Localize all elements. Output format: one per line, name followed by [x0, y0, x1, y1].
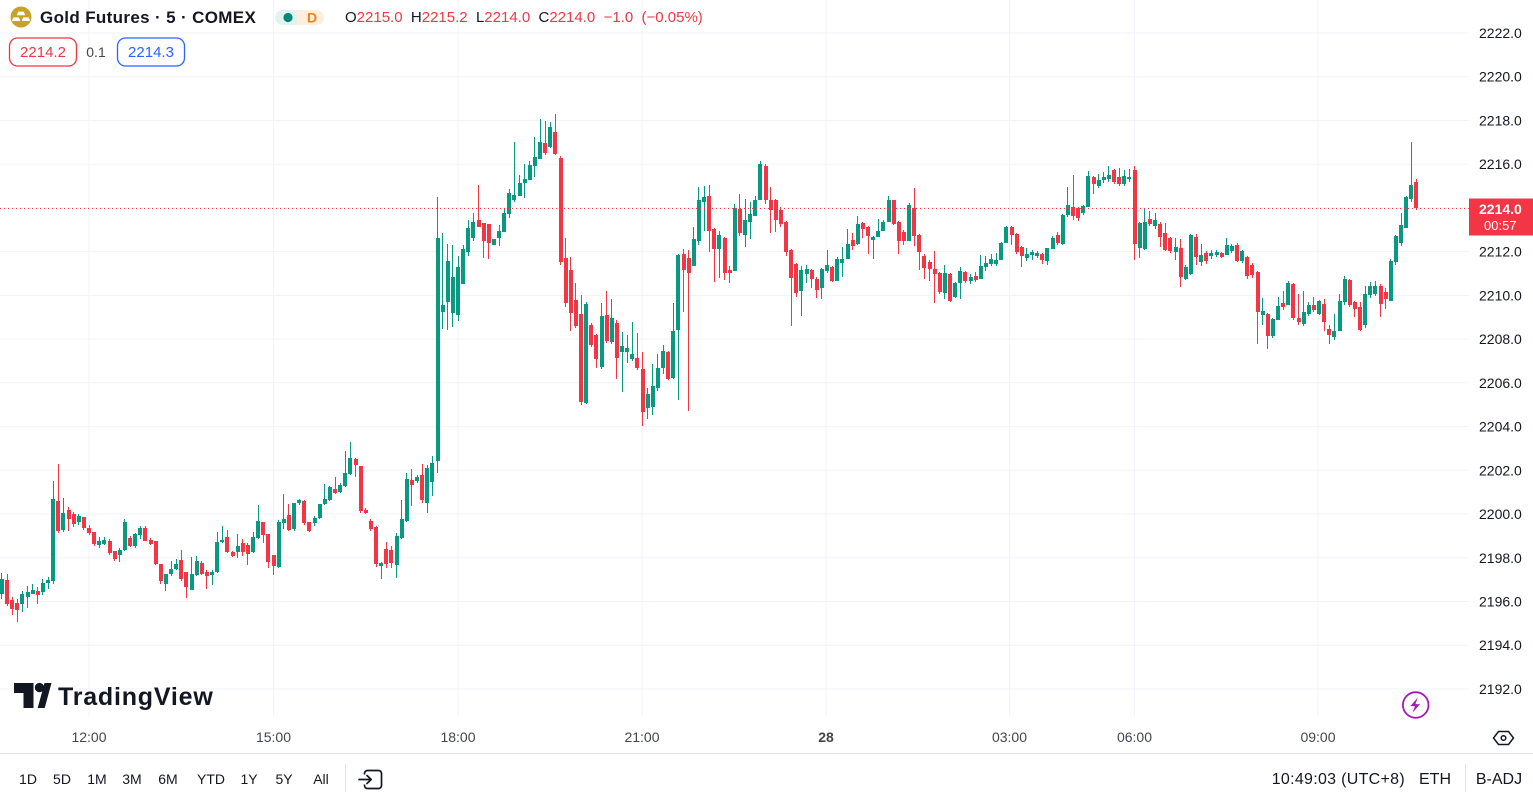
svg-text:6M: 6M	[158, 771, 177, 787]
svg-text:2218.0: 2218.0	[1479, 113, 1522, 129]
svg-text:2212.0: 2212.0	[1479, 244, 1522, 260]
svg-text:15:00: 15:00	[256, 729, 291, 745]
svg-text:2210.0: 2210.0	[1479, 287, 1522, 303]
svg-text:2194.0: 2194.0	[1479, 637, 1522, 653]
svg-text:06:00: 06:00	[1117, 729, 1152, 745]
svg-text:03:00: 03:00	[992, 729, 1027, 745]
svg-text:00:57: 00:57	[1484, 218, 1517, 233]
svg-text:0.1: 0.1	[86, 44, 106, 60]
svg-text:2214.3: 2214.3	[128, 44, 174, 61]
svg-text:2208.0: 2208.0	[1479, 331, 1522, 347]
svg-text:28: 28	[818, 729, 834, 745]
svg-text:2214.2: 2214.2	[20, 44, 66, 61]
svg-text:12:00: 12:00	[71, 729, 106, 745]
svg-text:2198.0: 2198.0	[1479, 550, 1522, 566]
svg-text:2202.0: 2202.0	[1479, 462, 1522, 478]
svg-text:D: D	[307, 10, 317, 26]
svg-text:2204.0: 2204.0	[1479, 419, 1522, 435]
svg-text:2192.0: 2192.0	[1479, 681, 1522, 697]
svg-text:3M: 3M	[122, 771, 141, 787]
svg-text:B-ADJ: B-ADJ	[1476, 771, 1522, 788]
svg-text:5Y: 5Y	[275, 771, 293, 787]
svg-text:TradingView: TradingView	[58, 683, 214, 711]
svg-text:2222.0: 2222.0	[1479, 25, 1522, 41]
svg-text:09:00: 09:00	[1300, 729, 1335, 745]
svg-text:1Y: 1Y	[240, 771, 258, 787]
svg-text:2196.0: 2196.0	[1479, 594, 1522, 610]
svg-text:All: All	[313, 771, 329, 787]
svg-text:18:00: 18:00	[440, 729, 475, 745]
svg-text:2220.0: 2220.0	[1479, 69, 1522, 85]
svg-text:2200.0: 2200.0	[1479, 506, 1522, 522]
svg-text:O2215.0 H2215.2 L2214.0 C22: O2215.0 H2215.2 L2214.0 C2214.0 −1.0 (−0…	[345, 9, 703, 26]
svg-text:2214.0: 2214.0	[1479, 201, 1522, 217]
svg-text:21:00: 21:00	[624, 729, 659, 745]
svg-text:YTD: YTD	[197, 771, 225, 787]
svg-text:2216.0: 2216.0	[1479, 156, 1522, 172]
svg-text:5D: 5D	[53, 771, 71, 787]
svg-text:10:49:03 (UTC+8): 10:49:03 (UTC+8)	[1272, 771, 1405, 788]
svg-text:1D: 1D	[19, 771, 37, 787]
svg-text:2206.0: 2206.0	[1479, 375, 1522, 391]
svg-text:1M: 1M	[87, 771, 106, 787]
svg-text:Gold Futures · 5 · COMEX: Gold Futures · 5 · COMEX	[40, 8, 256, 27]
svg-text:ETH: ETH	[1419, 771, 1451, 788]
